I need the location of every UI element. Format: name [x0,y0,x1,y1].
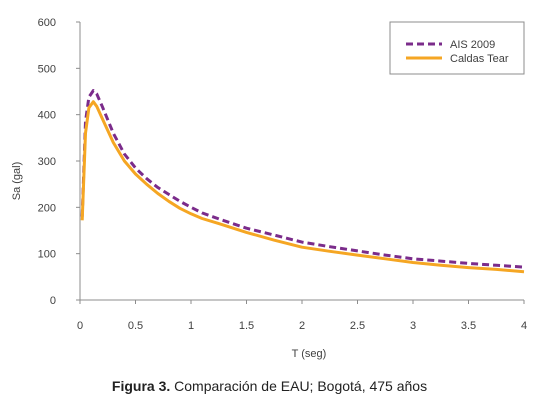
y-tick-label: 300 [38,156,56,168]
legend-label-ais-2009: AIS 2009 [450,39,495,51]
y-tick-label: 0 [50,295,56,307]
y-tick-label: 200 [38,202,56,214]
series-line-ais-2009 [80,89,525,269]
y-tick-label: 500 [38,63,56,75]
x-tick-label: 2.5 [350,320,365,332]
legend-label-caldas-tear: Caldas Tear [450,53,509,65]
y-tick-label: 400 [38,110,56,122]
figure-caption: Figura 3. Comparación de EAU; Bogotá, 47… [0,378,539,394]
x-axis-label: T (seg) [292,348,327,360]
x-tick-label: 3.5 [461,320,476,332]
y-tick-label: 600 [38,17,56,29]
x-tick-label: 3 [410,320,416,332]
y-tick-label: 100 [38,249,56,261]
x-tick-label: 0.5 [128,320,143,332]
series-line-caldas-tear [80,100,525,274]
x-tick-label: 2 [299,320,305,332]
caption-text: Comparación de EAU; Bogotá, 475 años [170,378,428,394]
x-tick-label: 1.5 [239,320,254,332]
y-axis-label: Sa (gal) [11,162,23,201]
line-chart-svg: 0 100 200 300 400 500 600 0 0.5 1 1.5 2 2.5 3 3.5 4 T (s… [11,17,527,360]
legend-box [389,21,525,75]
x-tick-label: 4 [521,320,527,332]
caption-label: Figura 3. [111,378,171,394]
x-tick-label: 0 [77,320,83,332]
x-tick-label: 1 [188,320,194,332]
